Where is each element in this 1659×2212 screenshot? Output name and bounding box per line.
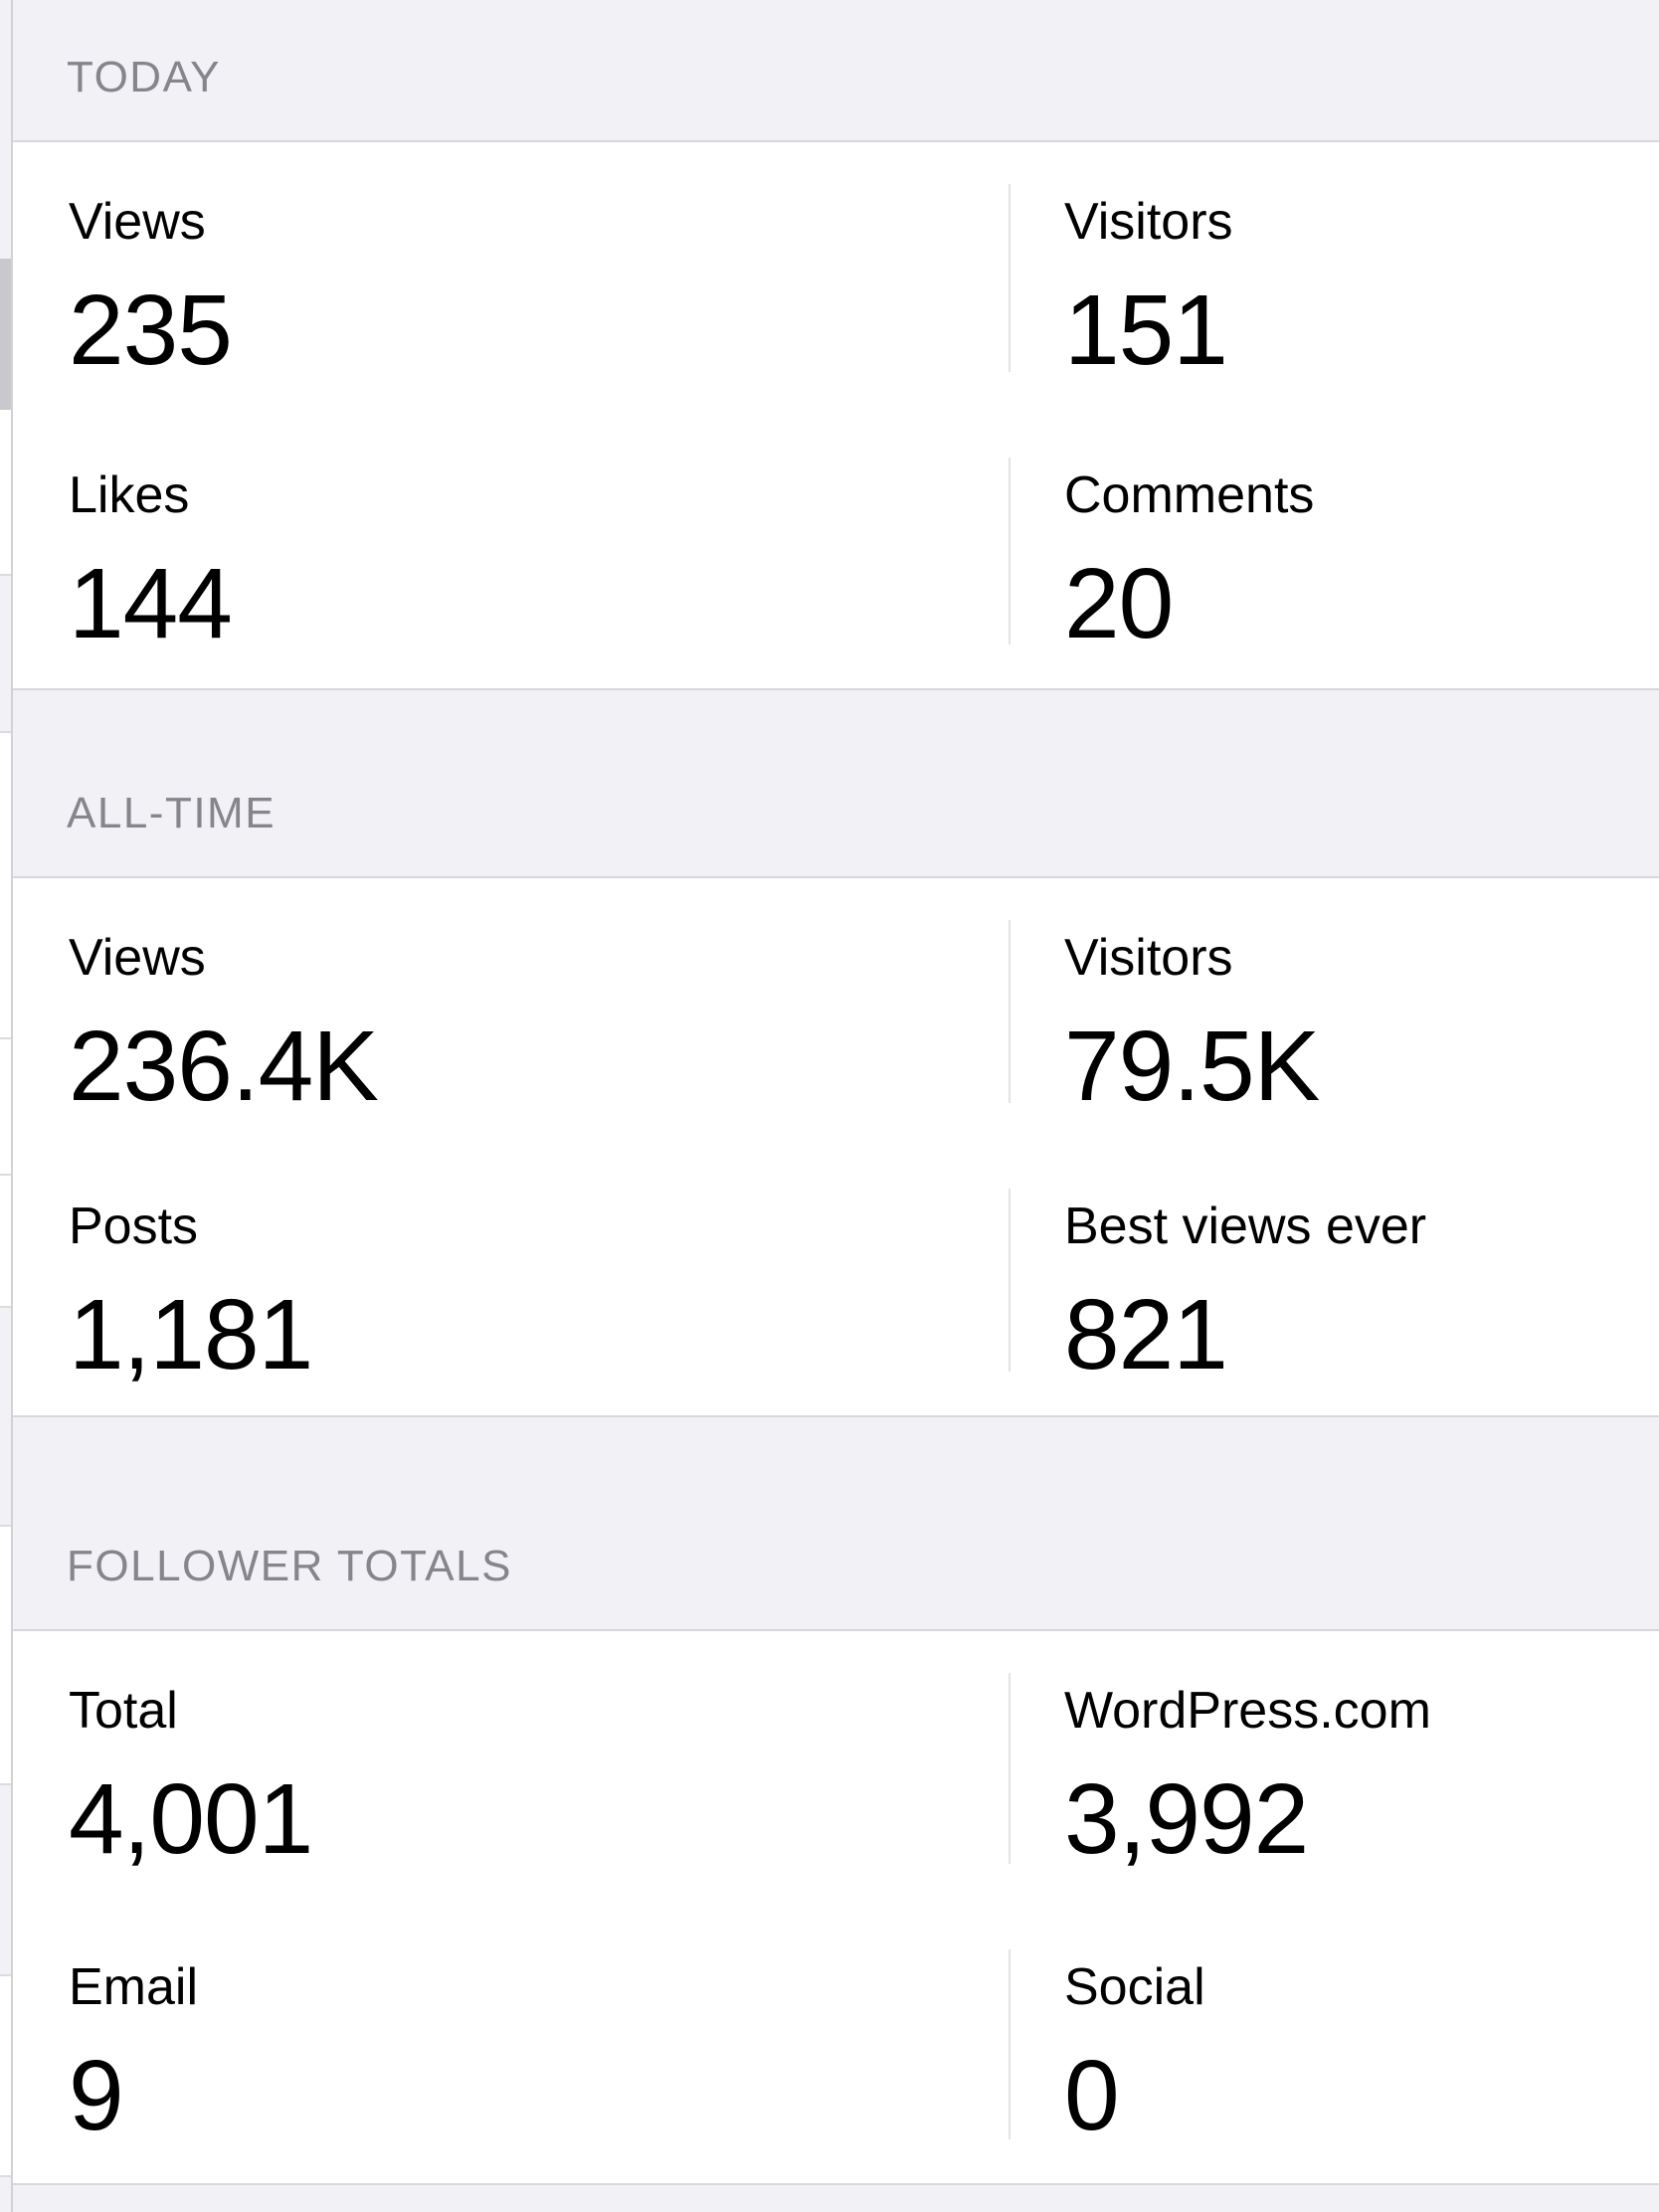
column-divider bbox=[1009, 1673, 1011, 1864]
section-title: ALL-TIME bbox=[67, 788, 276, 837]
stat-label: Comments bbox=[1064, 465, 1315, 524]
stat-value: 144 bbox=[69, 547, 233, 659]
stat-label: Email bbox=[69, 1957, 199, 2016]
stat-value: 3,992 bbox=[1064, 1763, 1309, 1876]
stat-cell-posts: Posts 1,181 bbox=[13, 1147, 1009, 1415]
section-header-alltime: ALL-TIME bbox=[13, 688, 1659, 878]
section-title: TODAY bbox=[67, 52, 222, 101]
stat-cell-email-followers: Email 9 bbox=[13, 1908, 1009, 2184]
stat-label: Likes bbox=[69, 465, 190, 524]
bottom-gutter bbox=[13, 2183, 1659, 2212]
stat-label: Best views ever bbox=[1064, 1198, 1427, 1255]
stat-label: WordPress.com bbox=[1064, 1682, 1431, 1740]
stat-value: 1,181 bbox=[69, 1279, 313, 1391]
sidebar-edge-segment bbox=[0, 1306, 11, 1525]
sidebar-edge-segment bbox=[0, 1037, 11, 1174]
column-divider bbox=[1009, 920, 1011, 1103]
section-title: FOLLOWER TOTALS bbox=[67, 1541, 512, 1590]
sidebar-edge-segment bbox=[0, 1974, 11, 2175]
scroll-indicator[interactable] bbox=[0, 259, 11, 410]
stat-value: 79.5K bbox=[1064, 1011, 1320, 1123]
follower-totals-card: Total 4,001 WordPress.com 3,992 Email 9 … bbox=[13, 1631, 1659, 2183]
stat-label: Total bbox=[69, 1682, 178, 1740]
stat-label: Visitors bbox=[1064, 929, 1233, 987]
stat-cell-total-followers: Total 4,001 bbox=[13, 1631, 1009, 1908]
stat-row: Views 236.4K Visitors 79.5K bbox=[13, 878, 1659, 1147]
stat-cell-best-views-ever: Best views ever 821 bbox=[1009, 1147, 1659, 1415]
sidebar-edge-segment bbox=[0, 1783, 11, 1974]
today-card: Views 235 Visitors 151 Likes 144 Comment… bbox=[13, 142, 1659, 688]
column-divider bbox=[1009, 1189, 1011, 1372]
sidebar-edge-segment bbox=[0, 2175, 11, 2212]
stat-label: Visitors bbox=[1064, 193, 1233, 251]
sidebar-edge bbox=[0, 0, 13, 2212]
stat-cell-views-today: Views 235 bbox=[13, 142, 1009, 416]
sidebar-edge-segment bbox=[0, 731, 11, 1037]
stat-cell-comments: Comments 20 bbox=[1009, 416, 1659, 689]
column-divider bbox=[1009, 457, 1011, 645]
stat-cell-visitors-alltime: Visitors 79.5K bbox=[1009, 878, 1659, 1147]
sidebar-edge-segment bbox=[0, 0, 11, 259]
stat-value: 0 bbox=[1064, 2039, 1120, 2151]
column-divider bbox=[1009, 1948, 1011, 2139]
stat-value: 236.4K bbox=[69, 1011, 379, 1123]
section-header-followers: FOLLOWER TOTALS bbox=[13, 1415, 1659, 1631]
stat-value: 4,001 bbox=[69, 1763, 313, 1876]
stat-cell-views-alltime: Views 236.4K bbox=[13, 878, 1009, 1147]
stat-row: Email 9 Social 0 bbox=[13, 1908, 1659, 2184]
column-divider bbox=[1009, 184, 1011, 372]
stat-label: Views bbox=[69, 193, 206, 251]
stat-row: Posts 1,181 Best views ever 821 bbox=[13, 1147, 1659, 1415]
stat-row: Total 4,001 WordPress.com 3,992 bbox=[13, 1631, 1659, 1908]
sidebar-edge-segment bbox=[0, 574, 11, 731]
stat-label: Social bbox=[1064, 1957, 1205, 2016]
stat-label: Views bbox=[69, 929, 206, 987]
stat-value: 151 bbox=[1064, 275, 1228, 387]
sidebar-edge-segment bbox=[0, 1525, 11, 1783]
sidebar-edge-segment bbox=[0, 410, 11, 574]
stats-panel: TODAY Views 235 Visitors 151 Likes 144 bbox=[13, 0, 1659, 2212]
stat-cell-wordpress-followers: WordPress.com 3,992 bbox=[1009, 1631, 1659, 1908]
stat-value: 9 bbox=[69, 2039, 124, 2151]
sidebar-edge-segment bbox=[0, 1174, 11, 1306]
stat-value: 20 bbox=[1064, 547, 1174, 659]
stat-row: Likes 144 Comments 20 bbox=[13, 416, 1659, 689]
stat-label: Posts bbox=[69, 1198, 199, 1255]
stat-value: 821 bbox=[1064, 1279, 1228, 1391]
stat-cell-visitors-today: Visitors 151 bbox=[1009, 142, 1659, 416]
stat-cell-social-followers: Social 0 bbox=[1009, 1908, 1659, 2184]
stat-row: Views 235 Visitors 151 bbox=[13, 142, 1659, 416]
stat-value: 235 bbox=[69, 275, 233, 387]
section-header-today: TODAY bbox=[13, 0, 1659, 142]
alltime-card: Views 236.4K Visitors 79.5K Posts 1,181 … bbox=[13, 878, 1659, 1415]
stat-cell-likes: Likes 144 bbox=[13, 416, 1009, 689]
